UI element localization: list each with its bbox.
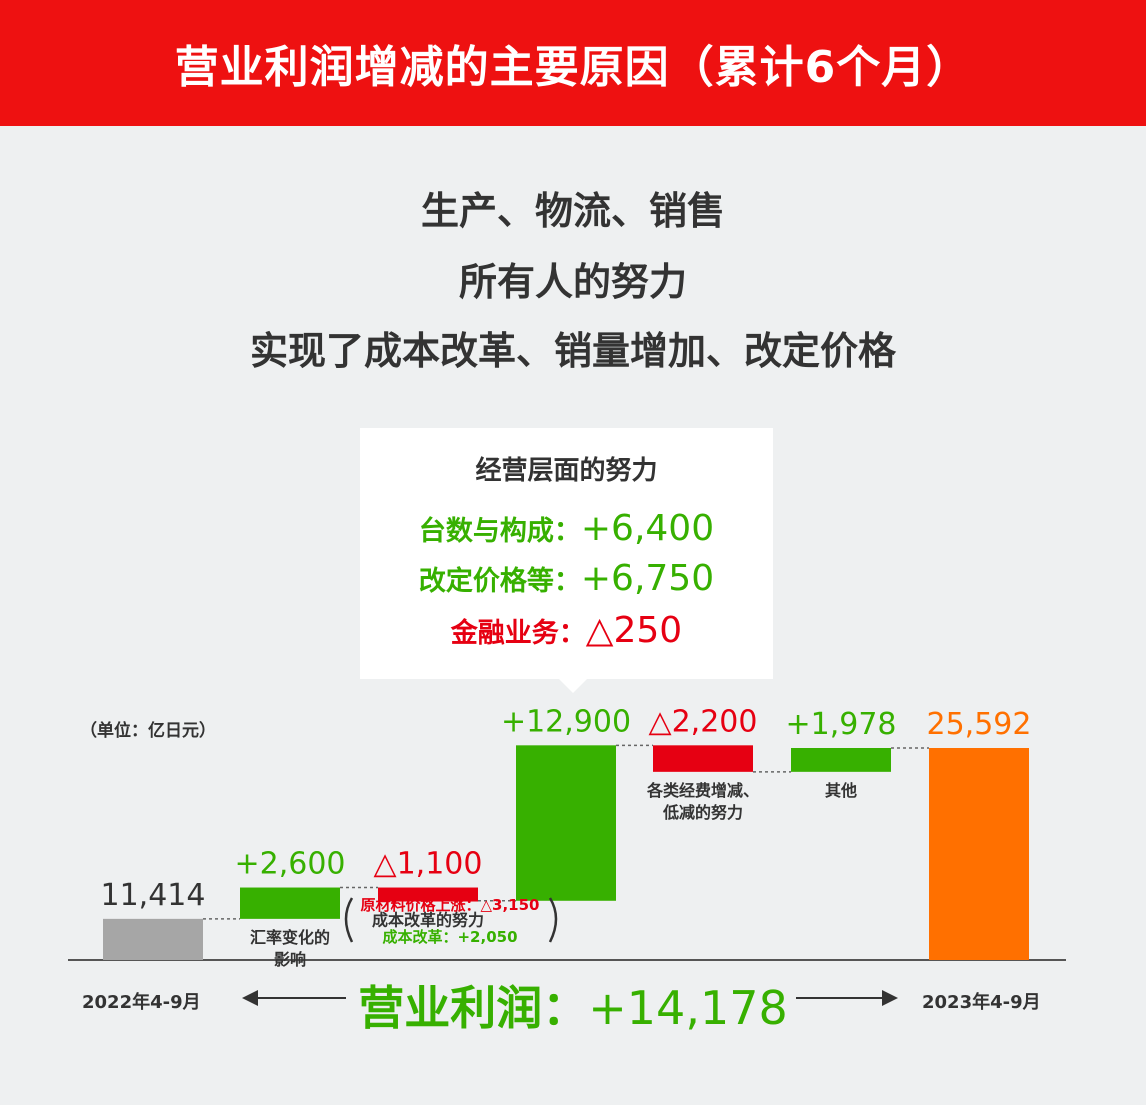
cost-breakdown-item: 原材料价格上涨：△3,150 — [361, 896, 540, 914]
bar-7 — [929, 748, 1029, 960]
callout-row-label: 台数与构成： — [418, 516, 581, 547]
operating-profit-total: 营业利润：+14,178 — [0, 972, 1146, 1038]
cost-breakdown-item: 成本改革：+2,050 — [382, 928, 517, 946]
bar-4 — [516, 745, 616, 901]
callout-row-value: +6,750 — [580, 558, 715, 599]
callout-title: 经营层面的努力 — [475, 456, 658, 486]
callout-row-value: △250 — [585, 610, 683, 651]
footer-start-period: 2022年4-9月 — [82, 992, 201, 1013]
category-label-2: 汇率变化的 — [250, 928, 330, 947]
arrow-left-icon — [242, 990, 346, 1006]
callout-row-label: 改定价格等： — [418, 566, 581, 597]
category-label-5: 各类经费增减、 — [646, 781, 759, 800]
value-label-2: +2,600 — [234, 847, 345, 882]
headline-line-1: 生产、物流、销售 — [420, 189, 725, 233]
footer-end-period: 2023年4-9月 — [922, 992, 1041, 1013]
bar-2 — [240, 887, 340, 919]
value-label-4: +12,900 — [501, 704, 631, 739]
bar-5 — [653, 745, 753, 772]
headline-line-2: 所有人的努力 — [458, 260, 687, 304]
category-label-2: 影响 — [274, 950, 306, 969]
total-value: +14,178 — [588, 981, 788, 1035]
bar-3 — [378, 887, 478, 902]
arrow-right-icon — [796, 990, 898, 1006]
value-label-6: +1,978 — [785, 707, 896, 742]
page-title: 营业利润增减的主要原因（累计6个月） — [174, 42, 972, 93]
callout-row-value: +6,400 — [580, 508, 715, 549]
total-label: 营业利润： — [358, 981, 589, 1035]
callout-row-volume: 台数与构成：+6,400 — [360, 508, 773, 549]
callout-row-pricing: 改定价格等：+6,750 — [360, 558, 773, 599]
category-label-5: 低减的努力 — [662, 803, 743, 822]
bar-6 — [791, 748, 891, 772]
paren-left — [344, 897, 354, 943]
category-label-3: 成本改革的努力 — [372, 911, 484, 930]
value-label-3: △1,100 — [374, 847, 483, 882]
callout-row-finance: 金融业务：△250 — [360, 610, 773, 651]
headline-line-3: 实现了成本改革、销量增加、改定价格 — [249, 329, 896, 373]
paren-right — [548, 897, 558, 943]
operations-callout: 经营层面的努力 台数与构成：+6,400 改定价格等：+6,750 金融业务：△… — [360, 428, 773, 693]
value-label-1: 11,414 — [101, 878, 206, 913]
value-label-7: 25,592 — [927, 707, 1032, 742]
callout-row-label: 金融业务： — [450, 618, 586, 649]
category-label-6: 其他 — [825, 781, 857, 800]
title-banner: 营业利润增减的主要原因（累计6个月） — [0, 0, 1146, 126]
bar-1 — [103, 918, 203, 960]
unit-label: （单位：亿日元） — [80, 721, 216, 741]
value-label-5: △2,200 — [649, 704, 758, 739]
